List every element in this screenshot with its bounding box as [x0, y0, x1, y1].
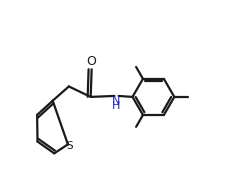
Text: N: N: [112, 96, 121, 106]
Text: O: O: [86, 55, 96, 68]
Text: S: S: [66, 141, 73, 151]
Text: H: H: [112, 101, 121, 111]
